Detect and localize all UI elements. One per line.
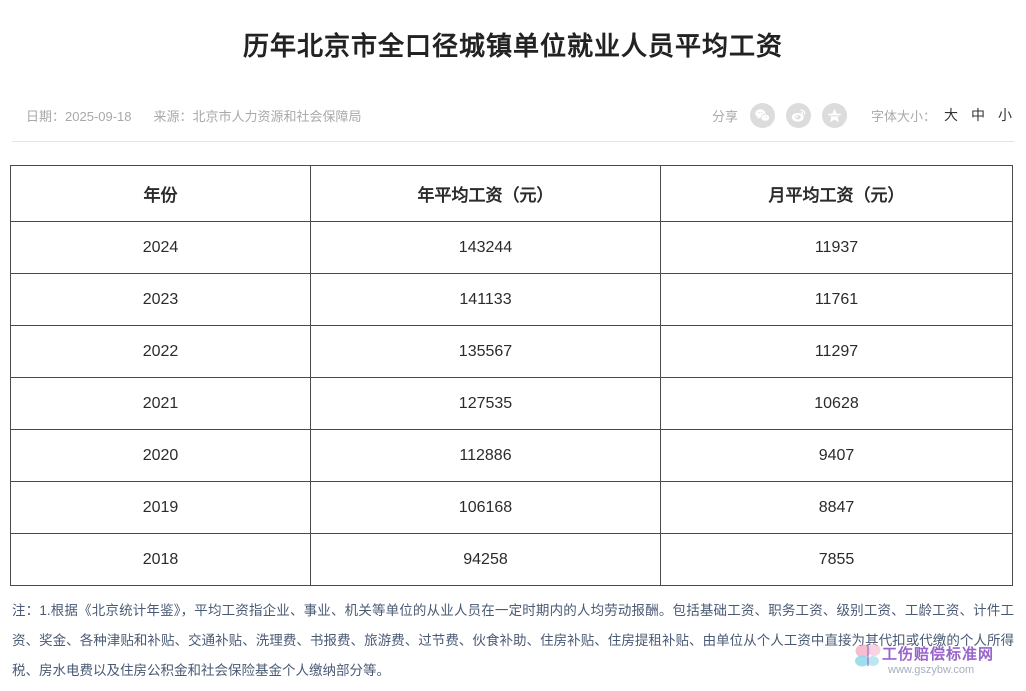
cell-monthly-wage: 7855	[660, 533, 1013, 586]
font-size-options: 大 中 小	[944, 105, 1012, 125]
header-divider	[12, 141, 1014, 142]
share-label: 分享	[711, 108, 738, 124]
column-header-year: 年份	[10, 165, 311, 222]
table-row: 2018 94258 7855	[10, 533, 1013, 586]
table-row: 2021 127535 10628	[10, 377, 1013, 430]
cell-year: 2021	[10, 377, 311, 430]
cell-monthly-wage: 11937	[660, 221, 1013, 274]
table-row: 2020 112886 9407	[10, 429, 1013, 482]
table-row: 2023 141133 11761	[10, 273, 1013, 326]
table-row: 2022 135567 11297	[10, 325, 1013, 378]
wage-table: 年份 年平均工资（元） 月平均工资（元） 2024 143244 11937 2…	[10, 165, 1013, 586]
font-size-large[interactable]: 大	[944, 107, 958, 123]
qzone-star-icon[interactable]	[821, 102, 847, 128]
wechat-icon[interactable]	[749, 102, 775, 128]
page-title: 历年北京市全口径城镇单位就业人员平均工资	[242, 31, 783, 61]
wage-table-wrap: 年份 年平均工资（元） 月平均工资（元） 2024 143244 11937 2…	[10, 165, 1013, 586]
cell-year: 2023	[10, 273, 311, 326]
cell-year: 2022	[10, 325, 311, 378]
cell-year: 2020	[10, 429, 311, 482]
cell-year: 2024	[10, 221, 311, 274]
table-head: 年份 年平均工资（元） 月平均工资（元）	[10, 165, 1013, 222]
cell-monthly-wage: 11297	[660, 325, 1013, 378]
cell-monthly-wage: 10628	[660, 377, 1013, 430]
cell-annual-wage: 141133	[310, 273, 661, 326]
cell-annual-wage: 143244	[310, 221, 661, 274]
cell-annual-wage: 106168	[310, 481, 661, 534]
meta-row: 日期：2025-09-18 来源：北京市人力资源和社会保障局 分享	[0, 95, 1026, 135]
cell-annual-wage: 127535	[310, 377, 661, 430]
weibo-icon[interactable]	[785, 102, 811, 128]
meta-right: 分享	[711, 102, 1012, 128]
column-header-annual-wage: 年平均工资（元）	[310, 165, 661, 222]
title-bar: 历年北京市全口径城镇单位就业人员平均工资	[0, 0, 1026, 64]
cell-annual-wage: 94258	[310, 533, 661, 586]
font-size-label: 字体大小：	[870, 108, 936, 124]
column-header-monthly-wage: 月平均工资（元）	[660, 165, 1013, 222]
table-body: 2024 143244 11937 2023 141133 11761 2022…	[10, 221, 1013, 586]
table-row: 2024 143244 11937	[10, 221, 1013, 274]
cell-year: 2018	[10, 533, 311, 586]
cell-monthly-wage: 11761	[660, 273, 1013, 326]
cell-monthly-wage: 9407	[660, 429, 1013, 482]
share-icon-group	[749, 102, 847, 128]
publish-source: 来源：北京市人力资源和社会保障局	[153, 108, 362, 124]
font-size-medium[interactable]: 中	[971, 107, 985, 123]
cell-monthly-wage: 8847	[660, 481, 1013, 534]
font-size-small[interactable]: 小	[998, 107, 1012, 123]
cell-annual-wage: 135567	[310, 325, 661, 378]
publish-date: 日期：2025-09-18	[26, 108, 132, 124]
table-row: 2019 106168 8847	[10, 481, 1013, 534]
footnote-text: 注：1.根据《北京统计年鉴》，平均工资指企业、事业、机关等单位的从业人员在一定时…	[12, 603, 1014, 678]
cell-annual-wage: 112886	[310, 429, 661, 482]
cell-year: 2019	[10, 481, 311, 534]
table-header-row: 年份 年平均工资（元） 月平均工资（元）	[10, 165, 1013, 222]
meta-left: 日期：2025-09-18 来源：北京市人力资源和社会保障局	[26, 106, 362, 125]
